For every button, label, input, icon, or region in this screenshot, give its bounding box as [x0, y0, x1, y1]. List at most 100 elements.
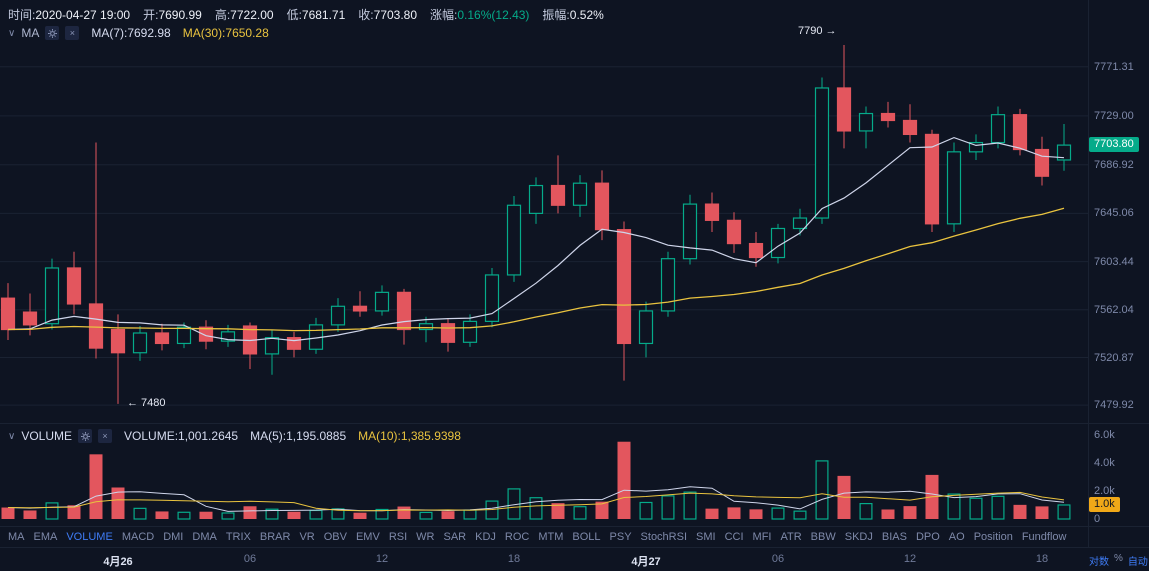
- candle[interactable]: [660, 258, 676, 312]
- candle[interactable]: [924, 133, 940, 225]
- indicator-dpo-button[interactable]: DPO: [915, 531, 940, 543]
- candle[interactable]: [176, 326, 192, 345]
- volume-bar[interactable]: [551, 503, 565, 519]
- candle[interactable]: [352, 305, 368, 312]
- candle[interactable]: [110, 328, 126, 354]
- volume-bar[interactable]: [441, 511, 455, 519]
- volume-bar[interactable]: [309, 509, 323, 520]
- indicator-psy-button[interactable]: PSY: [609, 531, 632, 543]
- candle[interactable]: [44, 267, 60, 325]
- indicator-mtm-button[interactable]: MTM: [538, 531, 564, 543]
- candle[interactable]: [836, 87, 852, 132]
- candle[interactable]: [638, 310, 654, 345]
- candle[interactable]: [198, 326, 214, 342]
- candle[interactable]: [770, 227, 786, 259]
- candle[interactable]: [132, 332, 148, 354]
- volume-bar[interactable]: [727, 507, 741, 519]
- indicator-rsi-button[interactable]: RSI: [388, 531, 408, 543]
- volume-bar[interactable]: [397, 506, 411, 519]
- volume-bar[interactable]: [177, 511, 191, 520]
- volume-bar[interactable]: [661, 495, 675, 520]
- candle[interactable]: [880, 112, 896, 122]
- volume-bar[interactable]: [155, 511, 169, 519]
- indicator-stochrsi-button[interactable]: StochRSI: [640, 531, 688, 543]
- indicator-kdj-button[interactable]: KDJ: [475, 531, 496, 543]
- indicator-dmi-button[interactable]: DMI: [163, 531, 184, 543]
- log-scale-toggle[interactable]: 对数: [1089, 557, 1109, 568]
- indicator-emv-button[interactable]: EMV: [355, 531, 380, 543]
- candle[interactable]: [1012, 114, 1028, 151]
- volume-settings-gear-icon[interactable]: [78, 429, 93, 443]
- candle[interactable]: [418, 323, 434, 331]
- volume-bar[interactable]: [353, 512, 367, 519]
- volume-bar[interactable]: [287, 511, 301, 519]
- candle[interactable]: [396, 291, 412, 331]
- indicator-ao-button[interactable]: AO: [948, 531, 965, 543]
- indicator-dma-button[interactable]: DMA: [192, 531, 217, 543]
- volume-bar[interactable]: [815, 460, 829, 520]
- candle[interactable]: [264, 337, 280, 355]
- volume-bar[interactable]: [67, 505, 81, 519]
- indicator-smi-button[interactable]: SMI: [696, 531, 716, 543]
- volume-bar[interactable]: [793, 510, 807, 520]
- candle[interactable]: [330, 305, 346, 326]
- indicator-mfi-button[interactable]: MFI: [752, 531, 772, 543]
- ma-settings-gear-icon[interactable]: [45, 26, 60, 40]
- volume-bar[interactable]: [1035, 506, 1049, 519]
- volume-bar[interactable]: [683, 491, 697, 520]
- volume-bar[interactable]: [1057, 504, 1071, 520]
- volume-bar[interactable]: [639, 501, 653, 520]
- candle[interactable]: [858, 112, 874, 132]
- indicator-sar-button[interactable]: SAR: [443, 531, 467, 543]
- volume-bar[interactable]: [243, 506, 257, 519]
- indicator-ema-button[interactable]: EMA: [33, 531, 58, 543]
- volume-bar[interactable]: [903, 506, 917, 519]
- volume-bar[interactable]: [771, 507, 785, 520]
- indicator-brar-button[interactable]: BRAR: [259, 531, 291, 543]
- indicator-skdj-button[interactable]: SKDJ: [844, 531, 873, 543]
- candle[interactable]: [22, 311, 38, 326]
- volume-bar[interactable]: [265, 508, 279, 520]
- volume-bar[interactable]: [881, 509, 895, 519]
- indicator-wr-button[interactable]: WR: [416, 531, 435, 543]
- volume-bar[interactable]: [749, 509, 763, 519]
- volume-bar[interactable]: [221, 512, 235, 520]
- candle[interactable]: [682, 203, 698, 260]
- volume-bar[interactable]: [419, 511, 433, 520]
- time-axis[interactable]: 4月26 06 12 18 4月27 06 12 18: [0, 551, 1088, 569]
- volume-bar[interactable]: [23, 510, 37, 519]
- volume-bar[interactable]: [617, 441, 631, 519]
- volume-bar[interactable]: [947, 493, 961, 520]
- candle[interactable]: [528, 184, 544, 214]
- candle[interactable]: [440, 323, 456, 343]
- candle[interactable]: [374, 291, 390, 312]
- indicator-bias-button[interactable]: BIAS: [881, 531, 907, 543]
- indicator-atr-button[interactable]: ATR: [780, 531, 802, 543]
- candle[interactable]: [286, 337, 302, 350]
- volume-bar[interactable]: [1013, 504, 1027, 519]
- candle[interactable]: [550, 184, 566, 206]
- volume-bar[interactable]: [969, 497, 983, 520]
- candle[interactable]: [726, 219, 742, 245]
- candle[interactable]: [572, 182, 588, 206]
- volume-bar[interactable]: [89, 454, 103, 519]
- volume-bar[interactable]: [1, 507, 15, 519]
- indicator-roc-button[interactable]: ROC: [504, 531, 530, 543]
- candle[interactable]: [902, 119, 918, 136]
- volume-bar[interactable]: [199, 511, 213, 519]
- volume-close-icon[interactable]: ×: [98, 429, 113, 443]
- indicator-macd-button[interactable]: MACD: [121, 531, 155, 543]
- indicator-ma-button[interactable]: MA: [8, 531, 25, 543]
- candle[interactable]: [220, 331, 236, 342]
- volume-bar[interactable]: [859, 503, 873, 520]
- candle[interactable]: [0, 297, 16, 331]
- candle[interactable]: [506, 204, 522, 276]
- volume-bar[interactable]: [573, 506, 587, 520]
- indicator-obv-button[interactable]: OBV: [323, 531, 347, 543]
- indicator-cci-button[interactable]: CCI: [724, 531, 744, 543]
- candle[interactable]: [704, 203, 720, 221]
- indicator-trix-button[interactable]: TRIX: [225, 531, 251, 543]
- candle[interactable]: [66, 267, 82, 305]
- volume-bar[interactable]: [463, 509, 477, 520]
- candle[interactable]: [814, 87, 830, 219]
